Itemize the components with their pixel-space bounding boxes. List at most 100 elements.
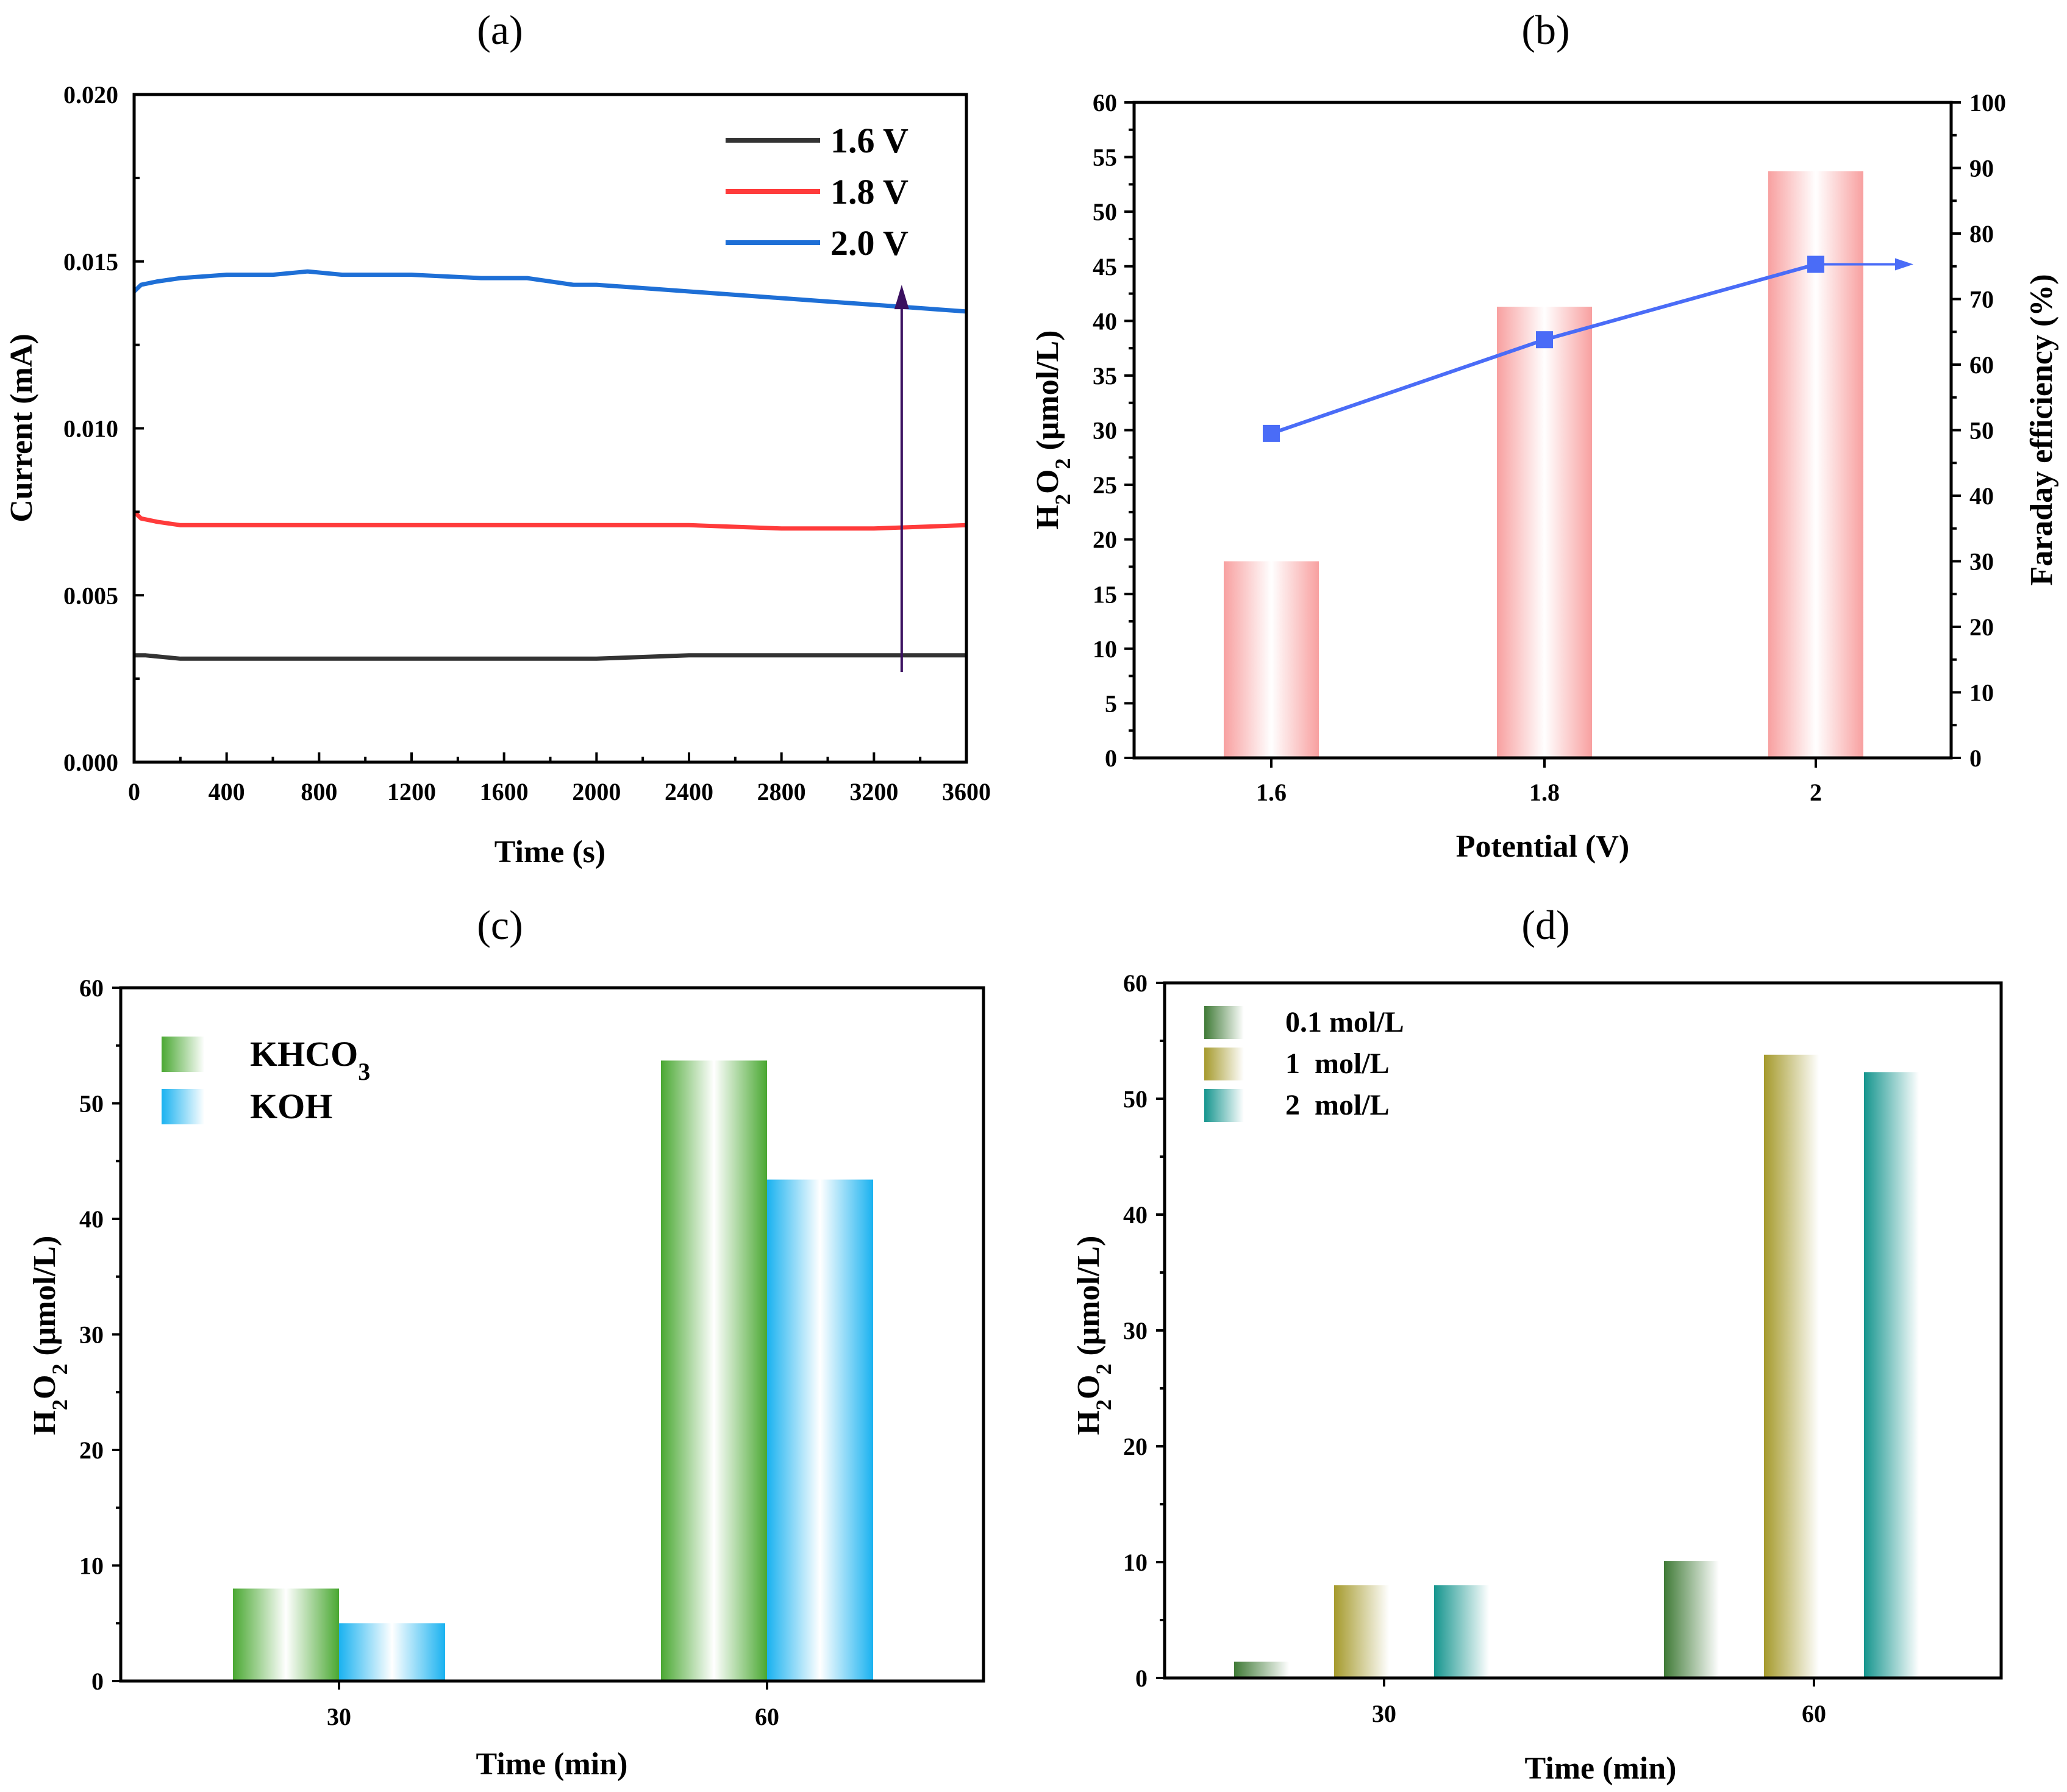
y-tick-label-c: 10 (79, 1552, 104, 1580)
x-axis-title-a: Time (s) (494, 835, 605, 869)
y-right-tick-label-b: 30 (1969, 548, 1994, 576)
y-axis-title-right-b: Faraday efficiency (%) (2024, 274, 2059, 585)
x-tick-label-a: 2400 (665, 778, 713, 805)
x-tick-label-d: 60 (1802, 1700, 1826, 1727)
y-axis-title-c: H2O2 (μmol/L) (27, 1236, 72, 1435)
y-right-tick-label-b: 50 (1969, 417, 1994, 444)
y-tick-label-b: 60 (1093, 89, 1117, 116)
y-right-tick-label-b: 40 (1969, 482, 1994, 510)
legend-swatch-d (1204, 1048, 1276, 1080)
legend-label-a: 1.6 V (830, 121, 909, 160)
y-right-tick-label-b: 0 (1969, 744, 1982, 772)
y-tick-label-b: 15 (1093, 580, 1117, 608)
bar-0-1-mol-l60 (1664, 1561, 1764, 1678)
y-axis-title-d: H2O2 (μmol/L) (1071, 1236, 1116, 1435)
x-tick-label-a: 3600 (942, 778, 991, 805)
legend-label-d: 0.1 mol/L (1285, 1006, 1404, 1038)
bar-h2o2-1.8 (1497, 307, 1592, 759)
bar-2-mol-l30 (1434, 1585, 1534, 1678)
y-tick-label-c: 30 (79, 1321, 104, 1349)
x-tick-label-b: 2 (1810, 779, 1822, 806)
panel-label-a: (a) (477, 7, 523, 53)
faraday-efficiency-point-1.8 (1536, 331, 1553, 349)
y-right-tick-label-b: 100 (1969, 89, 2006, 116)
bar-khco3-60 (661, 1060, 767, 1681)
series-line-2-0-vv (132, 269, 967, 314)
y-tick-label-b: 0 (1105, 744, 1117, 772)
y-tick-label-d: 50 (1123, 1085, 1148, 1113)
y-tick-label-d: 10 (1123, 1549, 1148, 1576)
legend-swatch-c (162, 1089, 240, 1124)
y-right-tick-label-b: 60 (1969, 351, 1994, 379)
bar-0-1-mol-l30 (1234, 1662, 1334, 1678)
panel-label-b: (b) (1521, 7, 1569, 53)
legend-label-subscript: 3 (358, 1058, 370, 1085)
x-tick-label-c: 30 (327, 1703, 351, 1730)
y-tick-label-b: 10 (1093, 635, 1117, 663)
series-line-1-8-vv (132, 510, 967, 531)
y-tick-label-d: 40 (1123, 1201, 1148, 1229)
legend-label-d: 2 mol/L (1285, 1089, 1390, 1121)
x-axis-title-b: Potential (V) (1456, 829, 1629, 864)
panel-label-c: (c) (477, 902, 523, 948)
y-right-tick-label-b: 10 (1969, 679, 1994, 707)
y-right-tick-label-b: 80 (1969, 220, 1994, 248)
y-tick-label-b: 40 (1093, 307, 1117, 335)
bar-1-mol-l60 (1764, 1054, 1864, 1678)
chart-panel-a: 0 400 800 1200 1600 2000 2400 2800 3200 3600 0.000… (4, 81, 991, 869)
bar-khco3-30 (233, 1588, 339, 1681)
legend-label-c: KOH (250, 1087, 332, 1126)
legend-label-a: 2.0 V (830, 223, 909, 263)
y-tick-label-b: 30 (1093, 417, 1117, 444)
x-tick-label-a: 400 (209, 778, 245, 805)
y-tick-label-d: 30 (1123, 1317, 1148, 1344)
legend-swatch-c (162, 1037, 240, 1072)
series-line-1-6-vv (134, 653, 966, 661)
y-tick-label-a: 0.000 (63, 749, 118, 776)
y-tick-label-c: 60 (79, 974, 104, 1002)
bar-koh-60 (767, 1179, 873, 1681)
y-right-tick-label-b: 70 (1969, 286, 1994, 313)
chart-panel-b: 1.6 1.8 2051015202530354045505560010203040… (1030, 89, 2059, 864)
y-tick-label-d: 60 (1123, 969, 1148, 997)
legend-label-c: KHCO3 (250, 1034, 370, 1085)
y-axis-title-a: Current (mA) (4, 334, 39, 523)
y-tick-label-b: 45 (1093, 253, 1117, 280)
y-tick-label-b: 35 (1093, 362, 1117, 390)
x-tick-label-a: 2800 (757, 778, 806, 805)
y-tick-label-c: 0 (91, 1668, 104, 1695)
y-tick-label-d: 0 (1135, 1665, 1148, 1692)
y-tick-label-b: 50 (1093, 198, 1117, 226)
y-tick-label-b: 25 (1093, 471, 1117, 499)
y-tick-label-b: 20 (1093, 526, 1117, 554)
y-right-tick-label-b: 90 (1969, 155, 1994, 182)
y-tick-label-a: 0.005 (63, 582, 118, 609)
y-tick-label-a: 0.015 (63, 248, 118, 276)
legend-swatch-d (1204, 1006, 1276, 1039)
y-tick-label-c: 40 (79, 1205, 104, 1233)
faraday-efficiency-point-2 (1807, 255, 1824, 273)
x-axis-title-d: Time (min) (1525, 1751, 1677, 1786)
x-tick-label-a: 1200 (387, 778, 436, 805)
y-tick-label-c: 20 (79, 1437, 104, 1464)
y-tick-label-a: 0.020 (63, 81, 118, 109)
legend-label-main: KOH (250, 1087, 332, 1126)
annotation-arrow-head (894, 285, 909, 310)
y-right-tick-label-b: 20 (1969, 613, 1994, 641)
y-axis-title-b: H2O2 (μmol/L) (1030, 330, 1075, 530)
x-tick-label-b: 1.6 (1256, 779, 1287, 806)
y-tick-label-b: 5 (1105, 690, 1117, 717)
y-tick-label-d: 20 (1123, 1433, 1148, 1460)
legend-label-main: KHCO (250, 1034, 358, 1074)
x-tick-label-a: 2000 (572, 778, 621, 805)
x-tick-label-a: 800 (301, 778, 337, 805)
y-tick-label-b: 55 (1093, 144, 1117, 171)
faraday-efficiency-point-1.6 (1263, 424, 1280, 442)
right-axis-arrow-head (1895, 258, 1913, 271)
x-tick-label-a: 0 (128, 778, 140, 805)
x-tick-label-a: 1600 (480, 778, 529, 805)
x-tick-label-d: 30 (1372, 1700, 1396, 1727)
panel-label-d: (d) (1521, 902, 1569, 948)
